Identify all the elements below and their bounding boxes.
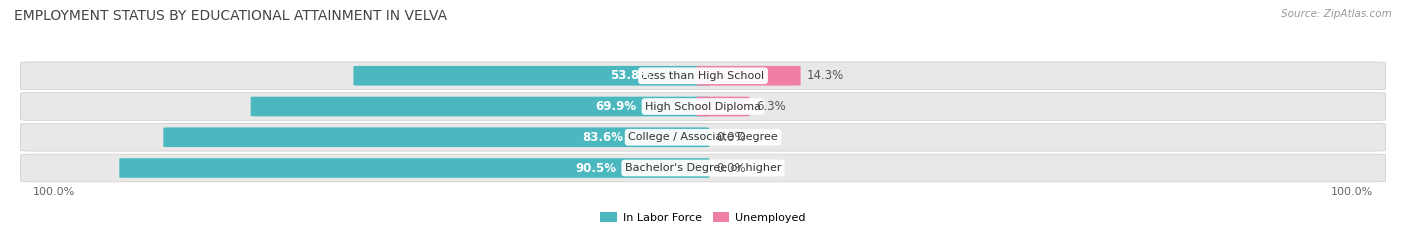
Text: 100.0%: 100.0%	[1330, 187, 1372, 197]
Text: 6.3%: 6.3%	[756, 100, 786, 113]
Text: 0.0%: 0.0%	[716, 161, 745, 175]
FancyBboxPatch shape	[21, 123, 1385, 151]
Text: 90.5%: 90.5%	[575, 161, 616, 175]
FancyBboxPatch shape	[696, 66, 800, 86]
FancyBboxPatch shape	[21, 93, 1385, 120]
FancyBboxPatch shape	[120, 158, 710, 178]
FancyBboxPatch shape	[696, 97, 749, 116]
Text: 69.9%: 69.9%	[595, 100, 636, 113]
FancyBboxPatch shape	[250, 97, 710, 116]
FancyBboxPatch shape	[21, 154, 1385, 182]
Text: Bachelor's Degree or higher: Bachelor's Degree or higher	[624, 163, 782, 173]
Text: High School Diploma: High School Diploma	[645, 102, 761, 112]
Text: College / Associate Degree: College / Associate Degree	[628, 132, 778, 142]
Text: 53.8%: 53.8%	[610, 69, 651, 82]
Text: Source: ZipAtlas.com: Source: ZipAtlas.com	[1281, 9, 1392, 19]
FancyBboxPatch shape	[353, 66, 710, 86]
Text: 14.3%: 14.3%	[807, 69, 844, 82]
FancyBboxPatch shape	[163, 127, 710, 147]
Text: EMPLOYMENT STATUS BY EDUCATIONAL ATTAINMENT IN VELVA: EMPLOYMENT STATUS BY EDUCATIONAL ATTAINM…	[14, 9, 447, 23]
Legend: In Labor Force, Unemployed: In Labor Force, Unemployed	[596, 208, 810, 227]
Text: 83.6%: 83.6%	[582, 131, 623, 144]
Text: Less than High School: Less than High School	[641, 71, 765, 81]
Text: 0.0%: 0.0%	[716, 131, 745, 144]
Text: 100.0%: 100.0%	[34, 187, 76, 197]
FancyBboxPatch shape	[21, 62, 1385, 90]
